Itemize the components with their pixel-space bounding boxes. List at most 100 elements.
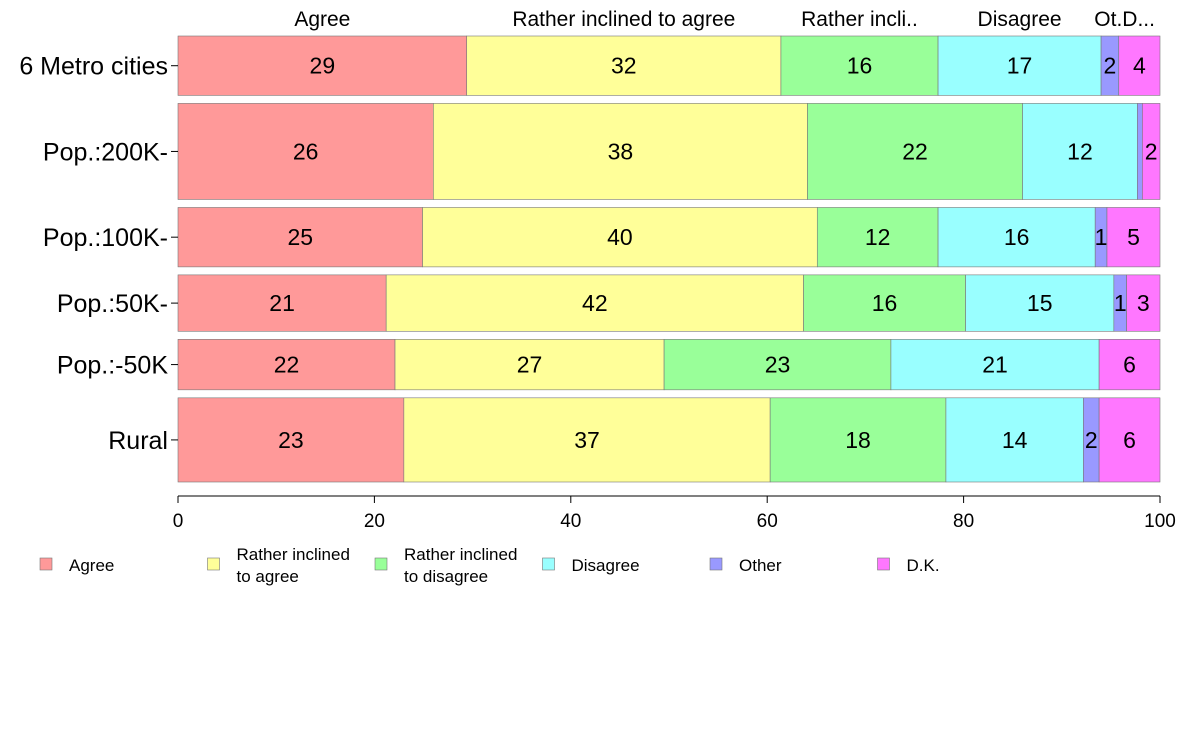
- bar-segment-rather-inclined-to-agree: [385, 274, 804, 332]
- bar-value-label: 12: [1067, 138, 1093, 164]
- bar-segment-rather-inclined-to-disagree: [663, 339, 892, 391]
- legend-label: Disagree: [572, 556, 640, 575]
- bar-value-label: 6: [1123, 352, 1136, 378]
- bar-value-label: 38: [608, 138, 634, 164]
- bar-segment-d-k: [1118, 35, 1161, 96]
- column-header-label: Ot.D...: [1094, 8, 1155, 31]
- column-header-label: Agree: [294, 8, 350, 31]
- bar-value-label: 12: [865, 224, 891, 250]
- x-tick-label: 40: [560, 511, 581, 532]
- bar-row-rural: 23 37 18 14 2 6: [177, 397, 1161, 483]
- legend-item-agree: Agree: [39, 556, 114, 575]
- bar-value-label: 15: [1027, 290, 1053, 316]
- bar-segment-disagree: [937, 35, 1102, 96]
- legend-item-rather-inclined-to-disagree: Rather inclined to disagree: [374, 545, 517, 586]
- legend-label: D.K.: [907, 556, 940, 575]
- bar-segment-agree: [177, 397, 405, 483]
- bar-segment-agree: [177, 339, 396, 391]
- bar-value-label: 26: [293, 138, 319, 164]
- bar-segment-d-k: [1098, 339, 1161, 391]
- category-label: Pop.:100K-: [43, 224, 168, 252]
- legend-swatch: [877, 557, 890, 571]
- bar-segment-disagree: [945, 397, 1084, 483]
- bar-segment-rather-inclined-to-disagree: [816, 207, 939, 268]
- bar-segment-rather-inclined-to-disagree: [807, 103, 1023, 200]
- category-label: 6 Metro cities: [19, 53, 168, 81]
- legend-item-d-k: D.K.: [877, 556, 940, 575]
- bar-segment-rather-inclined-to-disagree: [769, 397, 947, 483]
- bar-value-label: 23: [765, 352, 791, 378]
- bar-segment-disagree: [937, 207, 1096, 268]
- bar-value-label: 6: [1123, 427, 1136, 453]
- legend-label: to agree: [237, 567, 299, 586]
- bar-value-label: 16: [1004, 224, 1030, 250]
- bar-segment-disagree: [1022, 103, 1138, 200]
- bar-value-label: 40: [607, 224, 633, 250]
- bar-value-label: 14: [1002, 427, 1028, 453]
- bar-segment-d-k: [1142, 103, 1161, 200]
- legend-swatch: [709, 557, 723, 571]
- category-label: Pop.:50K-: [57, 290, 168, 318]
- bar-value-label: 1: [1095, 224, 1108, 250]
- bar-value-label: 37: [574, 427, 600, 453]
- column-header-label: Disagree: [978, 8, 1062, 31]
- bar-segment-rather-inclined-to-agree: [403, 397, 771, 483]
- legend-label: Rather inclined: [237, 545, 350, 564]
- legend-label: Rather inclined: [404, 545, 517, 564]
- bar-segment-agree: [177, 207, 423, 268]
- bar-segment-disagree: [965, 274, 1115, 332]
- bar-row-pop-50k: 22 27 23 21 6: [177, 339, 1161, 391]
- bar-value-label: 32: [611, 53, 637, 79]
- bar-value-label: 1: [1114, 290, 1127, 316]
- x-tick-label: 20: [364, 511, 385, 532]
- bar-value-label: 16: [847, 53, 873, 79]
- category-label: Rural: [108, 427, 168, 455]
- bar-segment-other: [1137, 103, 1143, 200]
- bar-value-label: 17: [1007, 53, 1033, 79]
- bar-row-pop-100k: 25 40 12 16 1 5: [177, 207, 1161, 268]
- legend-swatch: [542, 557, 555, 571]
- column-header-label: Rather inclined to agree: [512, 8, 735, 31]
- bar-segment-rather-inclined-to-agree: [422, 207, 818, 268]
- bar-value-label: 22: [274, 352, 300, 378]
- bar-value-label: 25: [287, 224, 313, 250]
- x-tick-label: 60: [757, 511, 778, 532]
- bar-value-label: 27: [517, 352, 543, 378]
- bar-segment-d-k: [1098, 397, 1161, 483]
- x-axis: 0 20 40 60 80 100: [173, 495, 1176, 532]
- bar-segment-rather-inclined-to-agree: [466, 35, 782, 96]
- bar-value-label: 2: [1145, 138, 1158, 164]
- x-tick-label: 0: [173, 511, 184, 532]
- legend-swatch: [374, 557, 388, 571]
- category-label: Pop.:-50K: [57, 352, 169, 380]
- bar-value-label: 22: [902, 138, 928, 164]
- legend-item-rather-inclined-to-agree: Rather inclined to agree: [207, 545, 350, 586]
- bar-row-6-metro-cities: 29 32 16 17 2 4: [177, 35, 1161, 96]
- bar-value-label: 29: [310, 53, 336, 79]
- legend-label: Other: [739, 556, 782, 575]
- x-tick-label: 100: [1144, 511, 1176, 532]
- bar-row-pop-50k: 21 42 16 15 1 3: [177, 274, 1161, 332]
- bar-segment-rather-inclined-to-agree: [394, 339, 665, 391]
- bar-segment-d-k: [1126, 274, 1161, 332]
- category-labels: 6 Metro cities Pop.:200K- Pop.:100K- Pop.:5…: [19, 53, 178, 455]
- bar-value-label: 21: [982, 352, 1008, 378]
- column-header-label: Rather incli..: [801, 8, 918, 31]
- bar-segment-agree: [177, 35, 468, 96]
- bar-row-pop-200k: 26 38 22 12 2: [177, 103, 1161, 200]
- legend-item-other: Other: [709, 556, 782, 575]
- bar-segment-rather-inclined-to-disagree: [780, 35, 939, 96]
- bar-value-label: 16: [872, 290, 898, 316]
- legend-swatch: [39, 557, 53, 571]
- bar-segment-rather-inclined-to-agree: [433, 103, 808, 200]
- bar-value-label: 18: [845, 427, 871, 453]
- column-header-labels: Agree Rather inclined to agree Rather incl…: [294, 8, 1155, 31]
- bar-value-label: 23: [278, 427, 304, 453]
- legend-item-disagree: Disagree: [542, 556, 640, 575]
- bar-value-label: 3: [1137, 290, 1150, 316]
- bar-value-label: 42: [582, 290, 608, 316]
- legend-swatch: [207, 557, 220, 571]
- bars-area: 29 32 16 17 2 426 38 22 12 225 40 12 16 1 521 42 16 15 1 32…: [177, 35, 1161, 483]
